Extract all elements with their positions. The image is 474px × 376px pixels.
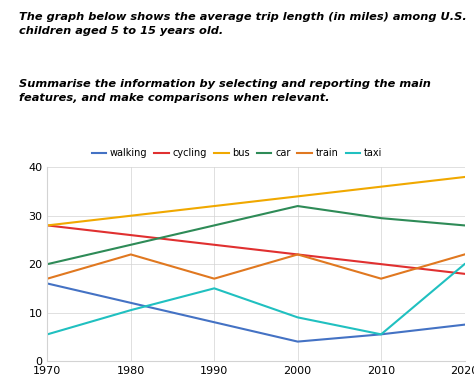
Legend: walking, cycling, bus, car, train, taxi: walking, cycling, bus, car, train, taxi <box>88 144 386 162</box>
Text: The graph below shows the average trip length (in miles) among U.S.
children age: The graph below shows the average trip l… <box>18 12 466 36</box>
Text: Summarise the information by selecting and reporting the main
features, and make: Summarise the information by selecting a… <box>18 79 430 103</box>
